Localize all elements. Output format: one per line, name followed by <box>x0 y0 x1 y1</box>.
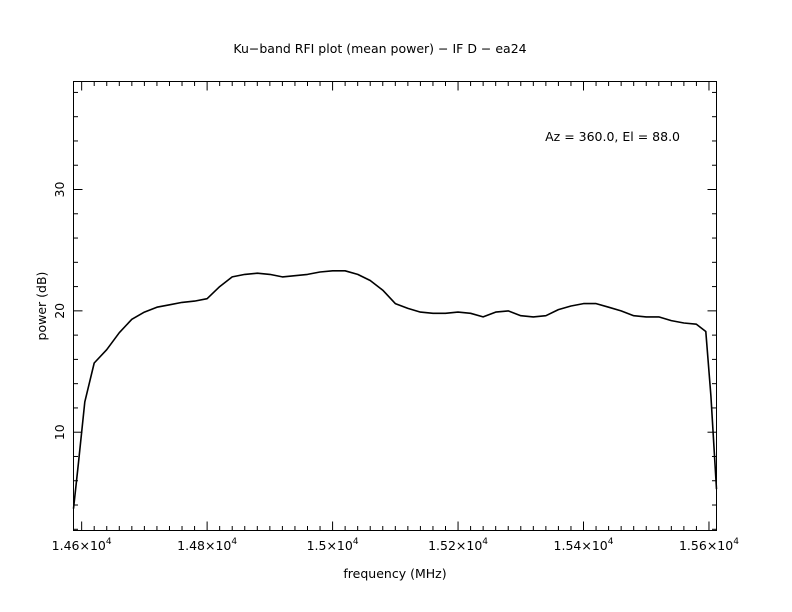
x-tick-label: 1.54×104 <box>554 537 614 553</box>
x-tick-label: 1.52×104 <box>428 537 488 553</box>
plot-border <box>73 81 717 531</box>
plot-frame <box>73 81 717 531</box>
x-axis-label: frequency (MHz) <box>343 566 446 581</box>
x-tick-label: 1.56×104 <box>679 537 739 553</box>
y-tick-label: 20 <box>52 303 67 319</box>
tick-marks <box>73 81 717 531</box>
x-tick-label: 1.46×104 <box>52 537 112 553</box>
power-spectrum-line <box>72 269 718 509</box>
chart-title: Ku−band RFI plot (mean power) − IF D − e… <box>233 41 526 56</box>
y-tick-labels: 10 20 30 <box>52 182 67 441</box>
y-tick-label: 30 <box>52 182 67 198</box>
y-axis-label: power (dB) <box>34 272 49 341</box>
x-tick-label: 1.48×104 <box>177 537 237 553</box>
annotation-az-el: Az = 360.0, El = 88.0 <box>545 129 680 144</box>
x-tick-labels: 1.46×104 1.48×104 1.5×104 1.52×104 1.54×104 1… <box>52 537 740 553</box>
y-tick-label: 10 <box>52 424 67 440</box>
x-tick-label: 1.5×104 <box>307 537 359 553</box>
